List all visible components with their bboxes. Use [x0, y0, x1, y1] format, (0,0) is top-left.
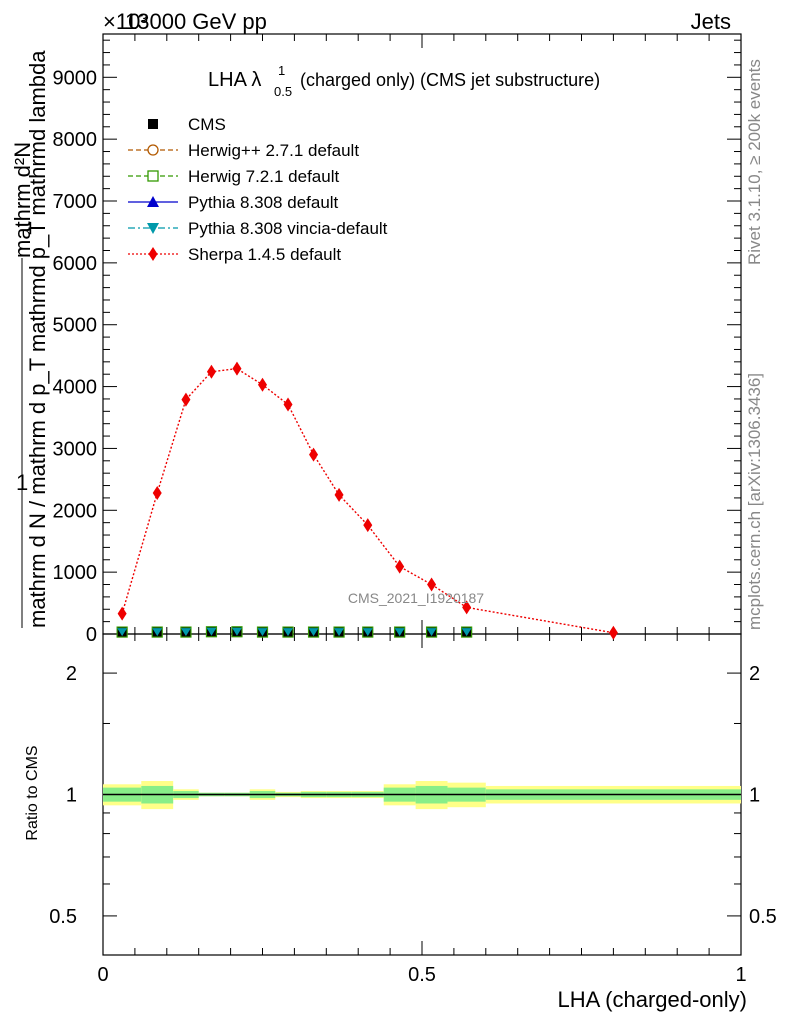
legend-entry: Herwig 7.2.1 default	[128, 167, 339, 186]
legend-entry: Pythia 8.308 default	[128, 193, 339, 212]
main-ytick-label: 6000	[53, 253, 98, 275]
title-suffix: (charged only) (CMS jet substructure)	[300, 70, 600, 90]
main-ytick-label: 9000	[53, 67, 98, 89]
legend-marker	[148, 119, 158, 129]
vincia-point	[362, 628, 373, 637]
main-ytick-label: 4000	[53, 377, 98, 399]
vincia-point	[394, 628, 405, 637]
sherpa-point	[181, 392, 191, 407]
sherpa-line	[121, 367, 614, 634]
legend-label: Pythia 8.308 vincia-default	[188, 219, 388, 238]
herwig7-point	[256, 626, 269, 638]
ratio-ytick-label-left: 2	[66, 663, 77, 685]
legend-marker	[148, 247, 158, 261]
header-process: 13000 GeV pp	[125, 9, 267, 34]
legend-label: Herwig 7.2.1 default	[188, 167, 339, 186]
herwig7-point	[180, 626, 192, 638]
sherpa-point	[427, 577, 437, 592]
herwig7-point	[394, 626, 406, 638]
vincia-point	[257, 628, 268, 637]
title-superscript: 1	[278, 63, 285, 78]
sherpa-point	[232, 361, 242, 376]
sherpa-point	[206, 364, 216, 379]
vincia-point	[283, 628, 294, 637]
vincia-point	[426, 628, 437, 637]
sherpa-point	[152, 485, 162, 500]
vincia-point	[231, 627, 242, 636]
main-ytick-label: 0	[86, 624, 97, 646]
legend-entry: Sherpa 1.4.5 default	[128, 245, 341, 264]
vincia-point	[334, 628, 345, 637]
herwig7-point	[362, 626, 374, 638]
vincia-point	[461, 628, 472, 637]
axis-ticks: 0 1000 2000 3000 4000 5000 6000 7000 8000 9000 0 0.…	[49, 34, 777, 986]
legend-label: Sherpa 1.4.5 default	[188, 245, 341, 264]
main-ytick-label: 1000	[53, 562, 98, 584]
ratio-ytick-label-right: 1	[749, 785, 760, 807]
side-events-text: Rivet 3.1.10, ≥ 200k events	[745, 59, 764, 265]
legend-label: Herwig++ 2.7.1 default	[188, 141, 359, 160]
ratio-ytick-label-left: 0.5	[49, 906, 77, 928]
sherpa-point	[117, 606, 127, 621]
vincia-point	[152, 628, 163, 637]
title-prefix: LHA λ	[208, 69, 261, 91]
main-ytick-label: 8000	[53, 129, 98, 151]
vincia-point	[180, 628, 191, 637]
herwig7-point	[461, 626, 473, 638]
x-tick-label: 0	[97, 964, 108, 986]
sherpa-point	[608, 625, 618, 640]
legend-entry: Pythia 8.308 vincia-default	[128, 219, 388, 238]
main-ytick-label: 3000	[53, 438, 98, 460]
sherpa-point	[334, 487, 344, 502]
ratio-ytick-label-right: 2	[749, 663, 760, 685]
herwig7-point	[307, 626, 320, 638]
ratio-ytick-label-right: 0.5	[749, 906, 777, 928]
x-axis-label: LHA (charged-only)	[557, 987, 747, 1012]
title-subscript: 0.5	[274, 84, 292, 99]
sherpa-point	[462, 600, 472, 615]
ratio-ytick-label-left: 1	[66, 785, 77, 807]
legend-label: Pythia 8.308 default	[188, 193, 339, 212]
herwig7-point	[282, 626, 294, 638]
ratio-uncertainty-bands	[103, 781, 741, 810]
vincia-point	[308, 628, 319, 637]
x-tick-label: 1	[735, 964, 746, 986]
legend-entry: CMS	[148, 115, 226, 134]
sherpa-point	[363, 518, 373, 533]
herwig7-point	[205, 626, 218, 638]
herwig7-point	[116, 626, 128, 638]
legend-marker	[147, 196, 159, 207]
ratio-ylabel: Ratio to CMS	[24, 745, 41, 840]
side-source-text: mcplots.cern.ch [arXiv:1306.3436]	[745, 373, 764, 630]
legend-marker	[147, 223, 159, 234]
sherpa-point	[395, 559, 405, 574]
legend-marker	[147, 170, 159, 182]
plot-title: LHA λ 1 0.5 (charged only) (CMS jet subs…	[208, 63, 600, 99]
main-ytick-label: 2000	[53, 500, 98, 522]
legend-marker	[147, 144, 159, 156]
vincia-point	[117, 628, 128, 637]
sherpa-point	[258, 377, 267, 392]
analysis-watermark: CMS_2021_I1920187	[348, 590, 484, 606]
vincia-point	[206, 627, 217, 636]
data-marks	[116, 361, 618, 640]
legend: CMS Herwig++ 2.7.1 default Herwig 7.2.1 de…	[128, 115, 388, 264]
sherpa-point	[283, 397, 293, 412]
legend-entry: Herwig++ 2.7.1 default	[128, 141, 359, 160]
header-exponent: ×10³	[103, 9, 148, 34]
main-ytick-label: 7000	[53, 191, 98, 213]
main-ylabel-top: mathrm d²N	[10, 142, 35, 258]
herwig7-point	[333, 626, 345, 638]
sherpa-point	[309, 447, 319, 462]
svg-text:LHA λ: LHA λ	[208, 69, 261, 91]
header-category: Jets	[691, 9, 731, 34]
herwig7-point	[151, 626, 163, 638]
x-tick-label: 0.5	[408, 964, 436, 986]
herwig7-point	[425, 626, 438, 638]
main-ytick-label: 5000	[53, 315, 98, 337]
main-ylabel-denominator: mathrm d N / mathrm d p_T mathrmd p_T ma…	[25, 50, 50, 628]
legend-label: CMS	[188, 115, 226, 134]
herwig7-point	[231, 626, 243, 638]
